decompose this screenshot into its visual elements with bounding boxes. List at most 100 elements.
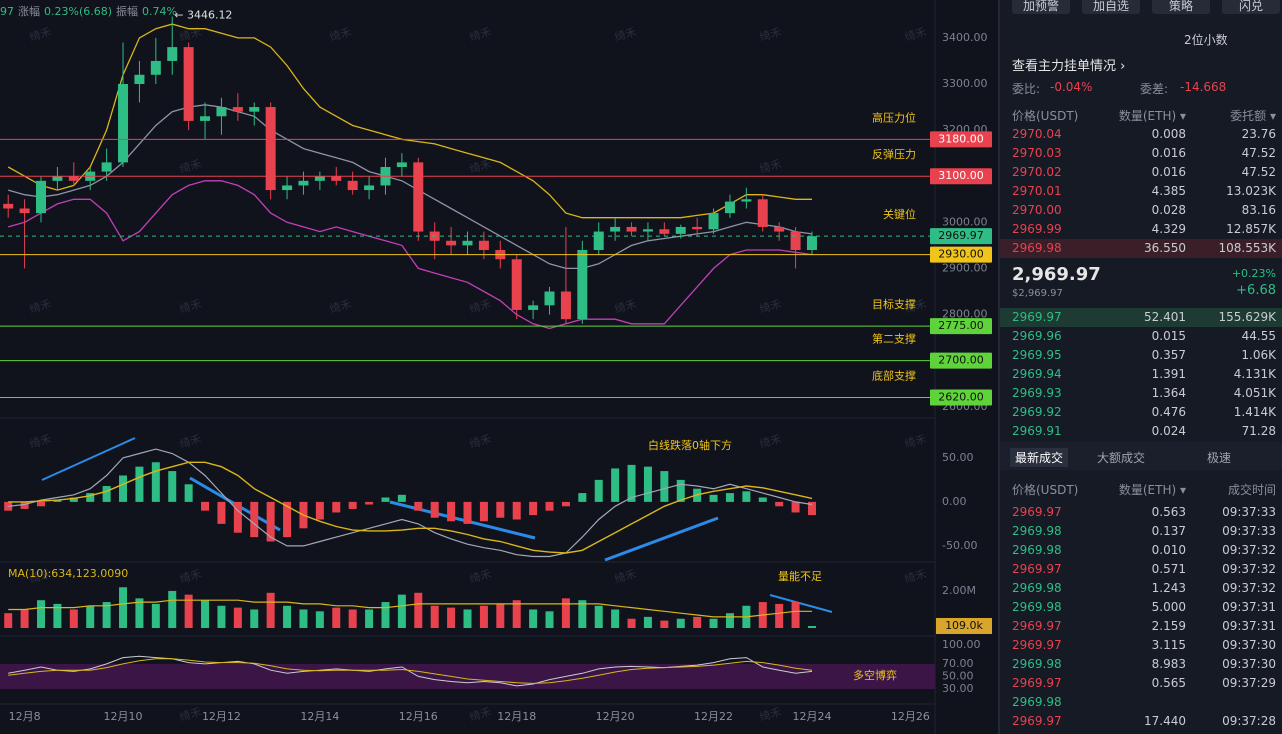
watermark: 绮禾 (178, 297, 203, 316)
volume-bar (102, 602, 111, 628)
x-tick-label: 12月14 (300, 710, 339, 723)
button[interactable]: 闪兑 (1222, 0, 1280, 14)
ask-row: 2970.02 0.016 47.52 (1000, 163, 1282, 182)
macd-bar (578, 493, 587, 502)
column-title: 价格(USDT) (1012, 483, 1079, 497)
trade-row: 2969.98 0.010 09:37:32 (1000, 541, 1282, 560)
trade-price: 2969.97 (1012, 619, 1062, 633)
macd-bar (430, 501, 439, 518)
volume-bar (135, 598, 144, 628)
volume-bar (119, 587, 128, 628)
button[interactable]: 加预警 (1012, 0, 1070, 14)
tab[interactable]: 大额成交 (1097, 451, 1146, 465)
y-tick-label: 2900.00 (942, 261, 988, 274)
candle-body (331, 176, 342, 181)
candle-body (52, 176, 63, 181)
macd-bar (529, 501, 538, 516)
tab[interactable]: 最新成交 (1010, 448, 1069, 467)
watermark: 绮禾 (468, 157, 493, 176)
trade-time: 09:37:32 (1222, 543, 1276, 557)
watermark: 绮禾 (28, 432, 53, 451)
stat: 0.23%(6.68) (44, 5, 113, 18)
macd-bar (37, 501, 46, 507)
trade-time: 09:37:32 (1222, 562, 1276, 576)
ask-row: 2970.03 0.016 47.52 (1000, 144, 1282, 163)
watermark: 绮禾 (328, 297, 353, 316)
ask-cell: 23.76 (1241, 127, 1276, 141)
x-tick-label: 12月16 (399, 710, 438, 723)
y-tick-label: 3000.00 (942, 215, 988, 228)
candle-body (150, 60, 161, 75)
watermark: 绮禾 (758, 705, 783, 724)
candle-body (446, 240, 457, 246)
candle-body (249, 107, 260, 112)
macd-bar (709, 494, 718, 502)
level-label: 2700.00 (938, 354, 984, 367)
volume-bar (69, 609, 78, 628)
precision-select[interactable]: 2位小数 (1184, 33, 1228, 47)
macd-bar (807, 501, 816, 516)
candle-body (806, 236, 817, 250)
trade-qty: 17.440 (1144, 714, 1186, 728)
watermark: 绮禾 (613, 25, 638, 44)
main-orders-link[interactable]: 查看主力挂单情况 › (1012, 59, 1126, 74)
macd-bar (561, 501, 570, 507)
trade-row: 2969.98 (1000, 693, 1282, 712)
macd-bar (676, 479, 685, 502)
bid-cell: 1.391 (1151, 367, 1186, 381)
watermark: 绮禾 (28, 297, 53, 316)
volume-bar (627, 618, 636, 628)
candle-body (101, 162, 112, 172)
volume-bar (201, 600, 210, 628)
level-label: 2969.97 (938, 229, 984, 242)
bid-cell: 1.06K (1241, 348, 1276, 362)
volume-bar (709, 618, 718, 628)
candle-body (282, 185, 293, 191)
watermark: 绮禾 (468, 705, 493, 724)
macd-bar (414, 501, 423, 511)
candle-body (216, 107, 227, 117)
candle-body (560, 291, 571, 320)
macd-bar (758, 497, 767, 502)
button[interactable]: 策略 (1152, 0, 1210, 14)
candle-body (364, 185, 375, 191)
volume-bar (807, 625, 816, 628)
volume-current: 109.0k (945, 619, 983, 632)
column-title: 成交时间 (1227, 483, 1276, 497)
macd-bar (791, 501, 800, 513)
trade-row: 2969.97 0.563 09:37:33 (1000, 503, 1282, 522)
level-badge (930, 389, 992, 406)
ask-cell: 0.016 (1151, 146, 1186, 160)
watermark: 绮禾 (468, 297, 493, 316)
macd-bar (496, 501, 505, 518)
bid-row: 2969.95 0.357 1.06K (1000, 346, 1282, 365)
trend-arrow (389, 500, 536, 540)
level-label: 2620.00 (938, 391, 984, 404)
level-badge (930, 318, 992, 335)
macd-bar (742, 491, 751, 502)
trade-price: 2969.97 (1012, 562, 1062, 576)
tab[interactable]: 极速 (1207, 451, 1232, 465)
macd-bar (627, 464, 636, 502)
ma-label: MA(10):634,123.0090 (8, 567, 128, 580)
candle-body (708, 213, 719, 230)
trade-price: 2969.98 (1012, 543, 1062, 557)
y-tick-label: 0.00 (942, 495, 967, 508)
y-tick-label: 2800.00 (942, 308, 988, 321)
watermark: 绮禾 (903, 297, 928, 316)
watermark: 绮禾 (758, 25, 783, 44)
column-header: 价格(USDT) 数量(ETH) ▾ 成交时间 (1000, 481, 1282, 500)
level-name: 第二支撑 (872, 332, 916, 346)
macd-bar (53, 500, 62, 502)
volume-bar (365, 609, 374, 628)
level-badge (930, 246, 992, 263)
candle-body (118, 84, 129, 163)
trade-price: 2969.98 (1012, 657, 1062, 671)
level-name: 反弹压力 (872, 147, 916, 161)
watermark: 绮禾 (178, 157, 203, 176)
ratio-label: 委比: (1012, 82, 1041, 96)
button[interactable]: 加自选 (1082, 0, 1140, 14)
bid-cell: 2969.96 (1012, 329, 1062, 343)
macd-bar (151, 462, 160, 502)
trend-arrow (41, 437, 136, 481)
